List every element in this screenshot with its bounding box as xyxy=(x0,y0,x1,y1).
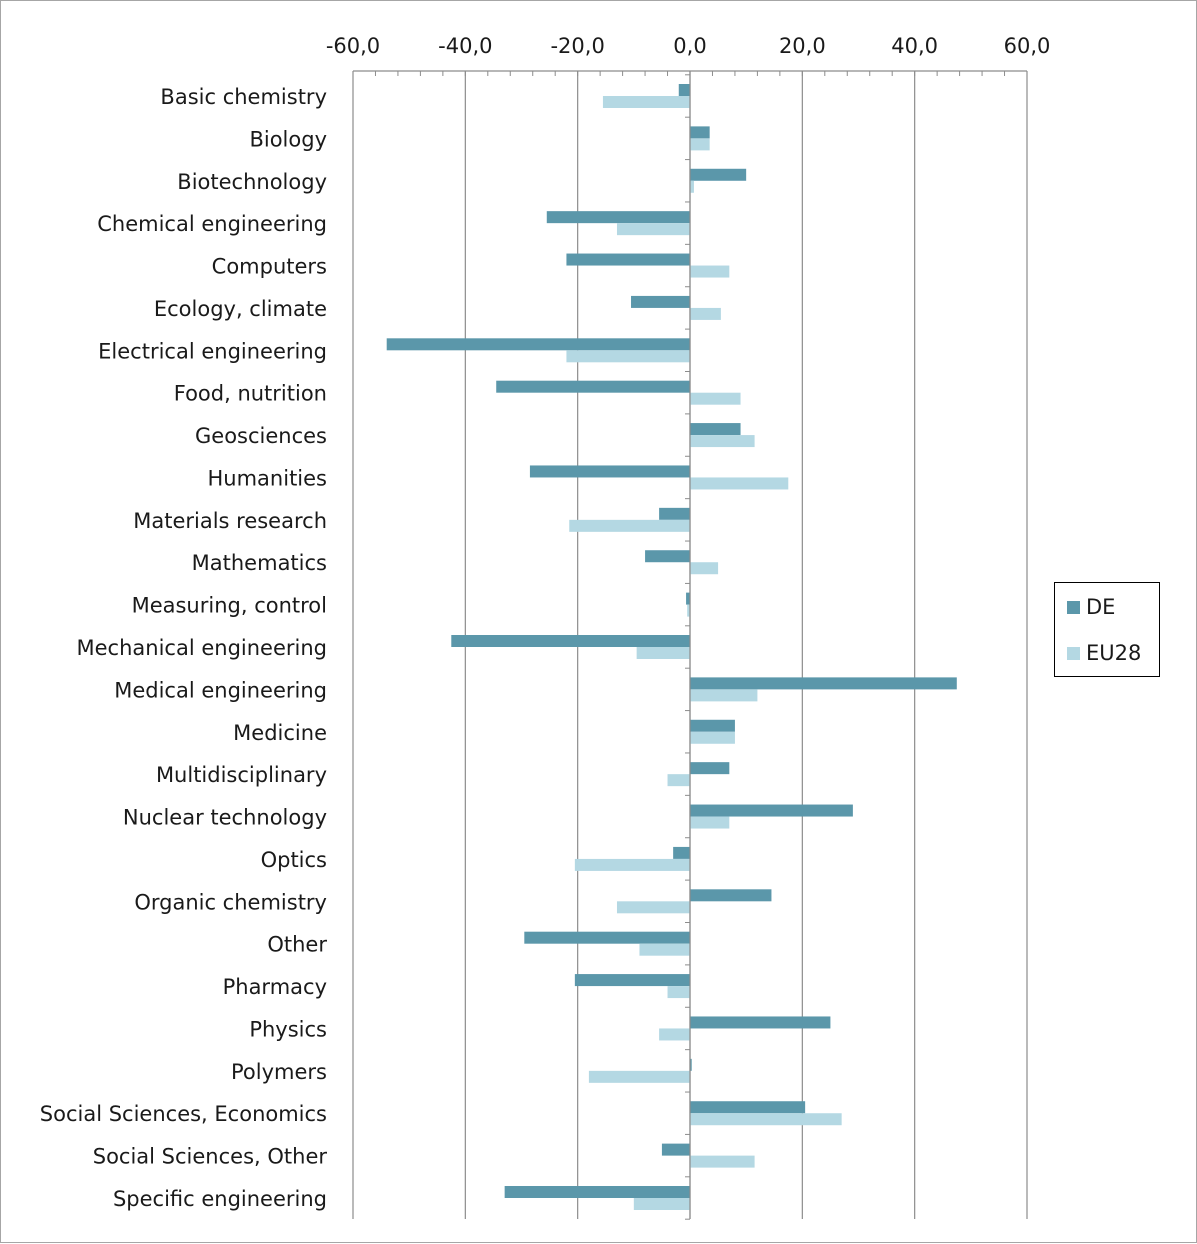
bar-de-22 xyxy=(690,1016,831,1029)
bar-eu28-5 xyxy=(690,307,721,320)
bar-eu28-12 xyxy=(687,604,690,617)
category-label-8: Geosciences xyxy=(195,424,327,448)
category-label-10: Materials research xyxy=(133,509,327,533)
bar-de-10 xyxy=(659,507,690,520)
bar-de-2 xyxy=(690,168,747,181)
bar-eu28-16 xyxy=(667,774,690,787)
bar-de-6 xyxy=(386,338,690,351)
category-label-23: Polymers xyxy=(231,1060,327,1084)
bar-eu28-17 xyxy=(690,816,730,829)
bar-eu28-4 xyxy=(690,265,730,278)
bar-eu28-22 xyxy=(659,1028,690,1041)
bar-de-14 xyxy=(690,677,957,690)
bar-de-15 xyxy=(690,719,735,732)
bar-eu28-24 xyxy=(690,1113,842,1126)
bar-de-20 xyxy=(524,931,690,944)
bar-de-3 xyxy=(546,211,690,224)
bar-eu28-13 xyxy=(636,647,690,659)
category-label-3: Chemical engineering xyxy=(97,212,327,236)
legend-item-eu28: EU28 xyxy=(1067,639,1141,667)
category-label-6: Electrical engineering xyxy=(98,339,327,363)
bar-de-23 xyxy=(690,1058,692,1071)
bar-de-0 xyxy=(678,84,690,96)
bar-de-1 xyxy=(690,126,710,139)
x-tick-label-0: -60,0 xyxy=(326,34,380,58)
category-label-13: Mechanical engineering xyxy=(77,636,327,660)
bar-de-24 xyxy=(690,1101,806,1114)
category-label-2: Biotechnology xyxy=(177,170,327,194)
bar-de-18 xyxy=(673,846,690,859)
category-label-11: Mathematics xyxy=(192,551,327,575)
legend-label-de: DE xyxy=(1086,595,1116,619)
bar-eu28-2 xyxy=(690,180,694,193)
legend-item-de: DE xyxy=(1067,593,1115,621)
bar-eu28-9 xyxy=(690,477,789,490)
bar-eu28-21 xyxy=(667,986,690,999)
bar-de-11 xyxy=(645,550,690,563)
legend-swatch-de xyxy=(1067,600,1080,614)
bar-eu28-0 xyxy=(602,96,690,108)
legend-swatch-eu28 xyxy=(1067,646,1080,660)
bar-eu28-19 xyxy=(616,901,690,914)
bar-de-8 xyxy=(690,423,741,436)
bar-de-17 xyxy=(690,804,853,817)
bar-eu28-1 xyxy=(690,138,710,151)
category-label-22: Physics xyxy=(249,1017,327,1041)
bar-eu28-25 xyxy=(690,1155,755,1168)
bar-eu28-26 xyxy=(633,1198,690,1210)
category-label-1: Biology xyxy=(249,127,327,151)
bar-eu28-20 xyxy=(639,943,690,956)
bar-eu28-7 xyxy=(690,392,741,405)
bar-eu28-8 xyxy=(690,435,755,448)
bar-de-9 xyxy=(529,465,690,478)
legend-label-eu28: EU28 xyxy=(1086,641,1142,665)
bar-eu28-18 xyxy=(574,858,690,871)
category-label-15: Medicine xyxy=(233,721,327,745)
x-tick-label-4: 20,0 xyxy=(779,34,826,58)
x-tick-label-5: 40,0 xyxy=(891,34,938,58)
category-label-4: Computers xyxy=(212,255,327,279)
category-label-18: Optics xyxy=(261,848,327,872)
bar-de-4 xyxy=(566,253,690,266)
bar-de-25 xyxy=(661,1143,690,1156)
category-label-0: Basic chemistry xyxy=(160,85,327,109)
category-label-9: Humanities xyxy=(208,466,328,490)
bar-de-26 xyxy=(504,1186,690,1198)
bar-eu28-10 xyxy=(569,519,690,532)
bar-de-7 xyxy=(496,380,690,393)
x-tick-label-6: 60,0 xyxy=(1004,34,1051,58)
category-label-24: Social Sciences, Economics xyxy=(40,1102,327,1126)
legend: DE EU28 xyxy=(1054,582,1160,677)
bar-de-12 xyxy=(686,592,690,605)
bar-eu28-23 xyxy=(588,1070,690,1083)
bar-eu28-14 xyxy=(690,689,758,702)
category-label-17: Nuclear technology xyxy=(123,806,327,830)
bar-de-21 xyxy=(574,974,690,987)
category-label-5: Ecology, climate xyxy=(154,297,327,321)
x-tick-label-2: -20,0 xyxy=(550,34,604,58)
x-tick-label-3: 0,0 xyxy=(673,34,706,58)
category-label-7: Food, nutrition xyxy=(174,382,327,406)
x-tick-label-1: -40,0 xyxy=(438,34,492,58)
bar-eu28-3 xyxy=(616,223,690,236)
bar-de-5 xyxy=(631,295,690,308)
category-label-20: Other xyxy=(267,933,327,957)
category-label-26: Specific engineering xyxy=(113,1187,327,1211)
bar-de-19 xyxy=(690,889,772,902)
bar-eu28-11 xyxy=(690,562,719,575)
bar-de-13 xyxy=(451,635,690,647)
category-label-25: Social Sciences, Other xyxy=(93,1145,328,1169)
category-label-19: Organic chemistry xyxy=(134,890,327,914)
category-label-12: Measuring, control xyxy=(132,594,327,618)
bar-eu28-15 xyxy=(690,731,735,744)
category-label-14: Medical engineering xyxy=(114,678,327,702)
bar-eu28-6 xyxy=(566,350,690,363)
category-label-21: Pharmacy xyxy=(223,975,327,999)
bar-de-16 xyxy=(690,762,730,775)
category-label-16: Multidisciplinary xyxy=(156,763,327,787)
